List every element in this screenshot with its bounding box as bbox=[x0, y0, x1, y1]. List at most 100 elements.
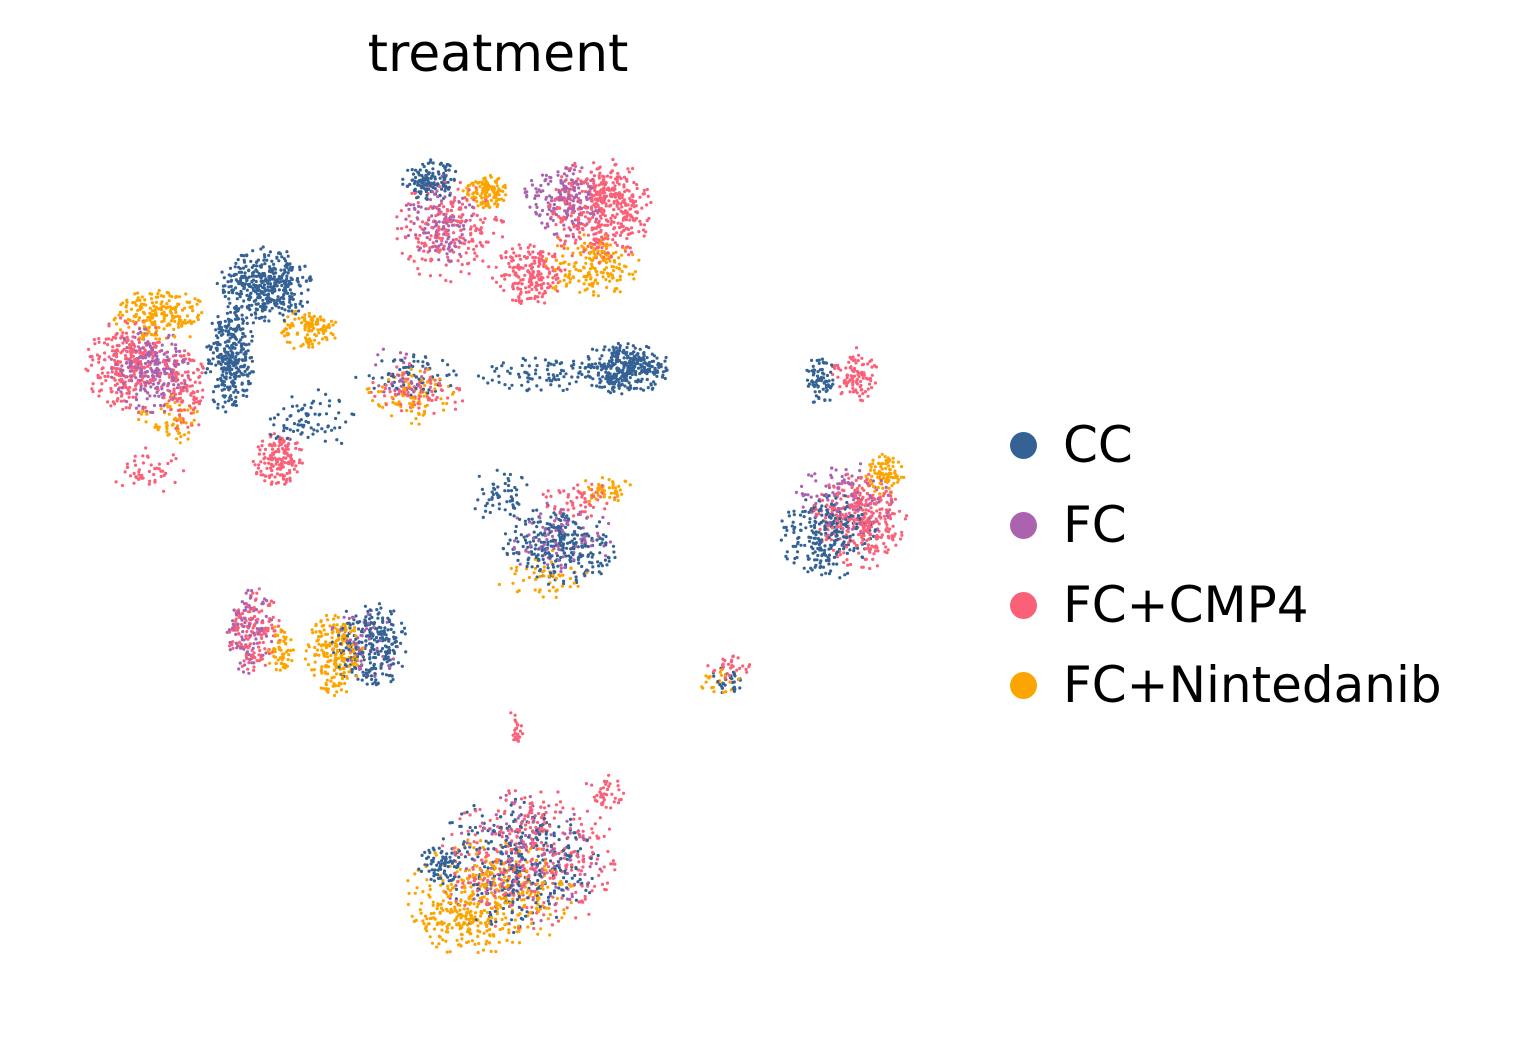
scatter-point bbox=[145, 397, 149, 401]
scatter-point bbox=[554, 873, 558, 877]
scatter-point bbox=[417, 272, 421, 276]
scatter-point bbox=[476, 924, 480, 928]
scatter-point bbox=[475, 199, 479, 203]
scatter-point bbox=[831, 382, 835, 386]
scatter-point bbox=[92, 338, 96, 342]
scatter-point bbox=[293, 317, 297, 321]
scatter-point bbox=[159, 302, 163, 306]
scatter-point bbox=[317, 653, 321, 657]
scatter-point bbox=[141, 409, 145, 414]
scatter-point bbox=[454, 245, 458, 249]
scatter-point bbox=[584, 479, 588, 483]
scatter-point bbox=[372, 386, 376, 390]
scatter-point bbox=[569, 901, 573, 905]
scatter-point bbox=[590, 347, 595, 351]
scatter-point bbox=[534, 368, 538, 372]
scatter-point bbox=[820, 538, 824, 542]
scatter-point bbox=[572, 168, 577, 172]
scatter-point bbox=[571, 807, 575, 811]
scatter-point bbox=[601, 537, 605, 541]
scatter-point bbox=[250, 589, 254, 593]
scatter-point bbox=[246, 588, 250, 593]
scatter-point bbox=[353, 626, 357, 630]
scatter-point bbox=[858, 462, 863, 466]
scatter-point bbox=[583, 241, 587, 245]
scatter-point bbox=[803, 543, 807, 548]
scatter-point bbox=[519, 246, 523, 250]
scatter-point bbox=[561, 582, 566, 586]
scatter-point bbox=[369, 674, 374, 678]
scatter-point bbox=[704, 680, 708, 684]
scatter-point bbox=[605, 881, 610, 885]
scatter-point bbox=[423, 404, 427, 408]
scatter-point bbox=[506, 476, 510, 481]
scatter-point bbox=[444, 240, 448, 244]
scatter-point bbox=[472, 247, 476, 251]
scatter-point bbox=[800, 484, 804, 488]
scatter-point bbox=[600, 476, 605, 480]
scatter-point bbox=[487, 265, 491, 269]
scatter-point bbox=[796, 536, 800, 541]
scatter-point bbox=[169, 459, 173, 463]
scatter-point bbox=[530, 801, 534, 805]
scatter-point bbox=[565, 836, 569, 841]
scatter-point bbox=[450, 832, 454, 837]
scatter-point bbox=[153, 394, 157, 398]
scatter-point bbox=[114, 480, 118, 484]
scatter-point bbox=[434, 214, 438, 218]
scatter-point bbox=[813, 550, 817, 554]
scatter-point bbox=[597, 183, 601, 187]
scatter-point bbox=[151, 351, 155, 355]
scatter-point bbox=[542, 574, 546, 578]
scatter-point bbox=[517, 894, 521, 899]
scatter-point bbox=[562, 375, 566, 379]
scatter-point bbox=[418, 225, 422, 229]
scatter-point bbox=[458, 252, 462, 256]
scatter-point bbox=[570, 375, 574, 379]
scatter-point bbox=[472, 897, 476, 901]
scatter-point bbox=[506, 489, 510, 493]
scatter-point bbox=[554, 285, 558, 289]
scatter-point bbox=[539, 388, 543, 392]
scatter-point bbox=[843, 481, 847, 485]
scatter-point bbox=[563, 239, 567, 243]
scatter-point bbox=[304, 649, 308, 653]
scatter-point bbox=[488, 880, 493, 885]
scatter-point bbox=[404, 217, 408, 221]
scatter-point bbox=[550, 923, 555, 927]
scatter-point bbox=[527, 550, 531, 554]
scatter-point bbox=[201, 388, 205, 392]
scatter-point bbox=[584, 500, 588, 504]
scatter-point bbox=[335, 630, 339, 634]
scatter-point bbox=[495, 816, 499, 821]
scatter-point bbox=[537, 811, 541, 816]
scatter-point bbox=[420, 241, 424, 245]
scatter-point bbox=[615, 199, 619, 203]
scatter-point bbox=[595, 384, 599, 388]
scatter-point bbox=[437, 846, 441, 850]
scatter-point bbox=[183, 349, 187, 353]
scatter-point bbox=[456, 880, 460, 884]
scatter-point bbox=[436, 195, 440, 199]
scatter-point bbox=[868, 566, 872, 571]
scatter-point bbox=[628, 246, 632, 250]
scatter-point bbox=[157, 394, 161, 398]
scatter-point bbox=[252, 668, 256, 673]
scatter-point bbox=[329, 679, 333, 683]
scatter-point bbox=[499, 825, 503, 829]
scatter-point bbox=[188, 335, 192, 339]
scatter-point bbox=[562, 551, 566, 555]
scatter-point bbox=[425, 193, 429, 197]
scatter-point bbox=[577, 900, 581, 904]
scatter-point bbox=[120, 483, 124, 488]
scatter-point bbox=[470, 829, 474, 833]
scatter-point bbox=[609, 175, 613, 179]
scatter-point bbox=[268, 417, 272, 421]
scatter-point bbox=[866, 362, 870, 366]
scatter-point bbox=[516, 816, 520, 820]
scatter-point bbox=[571, 172, 575, 176]
scatter-point bbox=[864, 508, 868, 512]
scatter-point bbox=[591, 831, 595, 835]
scatter-point bbox=[610, 792, 614, 796]
scatter-point bbox=[547, 372, 551, 376]
